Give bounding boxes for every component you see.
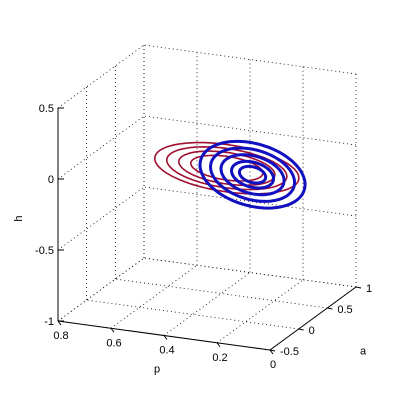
trajectory-loop xyxy=(237,164,268,185)
grid-line xyxy=(57,257,145,322)
x-tick xyxy=(163,335,168,340)
x-tick-label: 0.4 xyxy=(159,345,174,357)
grid-line xyxy=(115,278,328,309)
y-axis-label: a xyxy=(360,346,367,358)
z-tick-label: 0.5 xyxy=(39,103,54,115)
trajectory-loop xyxy=(154,141,300,195)
grid-line xyxy=(163,272,251,336)
grid-line xyxy=(57,44,145,109)
y-tick-label: 1 xyxy=(366,283,372,295)
series-layer xyxy=(154,139,307,210)
grid-line xyxy=(57,115,145,180)
y-tick-label: 0.5 xyxy=(337,304,352,316)
x-tick-label: 0.2 xyxy=(212,352,227,364)
x-tick xyxy=(110,327,115,333)
x-tick-label: 0.8 xyxy=(53,330,68,342)
grid-line xyxy=(57,257,145,322)
x-axis-label: p xyxy=(154,364,160,376)
y-axis-line xyxy=(269,286,357,351)
z-tick-label: -1 xyxy=(44,316,54,328)
x-tick xyxy=(57,320,62,326)
grid-line xyxy=(57,186,145,251)
x-tick xyxy=(269,349,274,355)
y-tick-label: 0 xyxy=(309,325,315,337)
x-tick-label: 0 xyxy=(270,359,276,371)
series-blue xyxy=(198,139,307,210)
grid-line xyxy=(110,264,198,329)
tick-layer: 0.8 0.6 0.4 0.2 0 -0.5 0 0.5 1 -1 -0.5 0 0.5 xyxy=(35,103,372,371)
y-tick xyxy=(355,286,362,289)
y-tick xyxy=(327,307,333,310)
trajectory-loop xyxy=(209,146,296,203)
trajectory-loop xyxy=(230,159,275,190)
grid-lines xyxy=(57,44,357,351)
grid-line xyxy=(216,279,304,344)
y-tick xyxy=(269,349,276,352)
y-tick-label: -0.5 xyxy=(280,346,299,358)
trajectory-loop xyxy=(219,153,286,197)
trajectory-loop xyxy=(178,150,276,187)
trajectory-loop xyxy=(198,139,307,210)
x-tick xyxy=(216,342,221,348)
z-tick-label: 0 xyxy=(48,174,54,186)
axis-box xyxy=(57,108,357,351)
z-tick-label: -0.5 xyxy=(35,245,54,257)
x-tick-label: 0.6 xyxy=(106,337,121,349)
y-tick xyxy=(298,328,304,331)
z-axis-label: h xyxy=(13,215,25,221)
grid-line xyxy=(86,299,299,330)
